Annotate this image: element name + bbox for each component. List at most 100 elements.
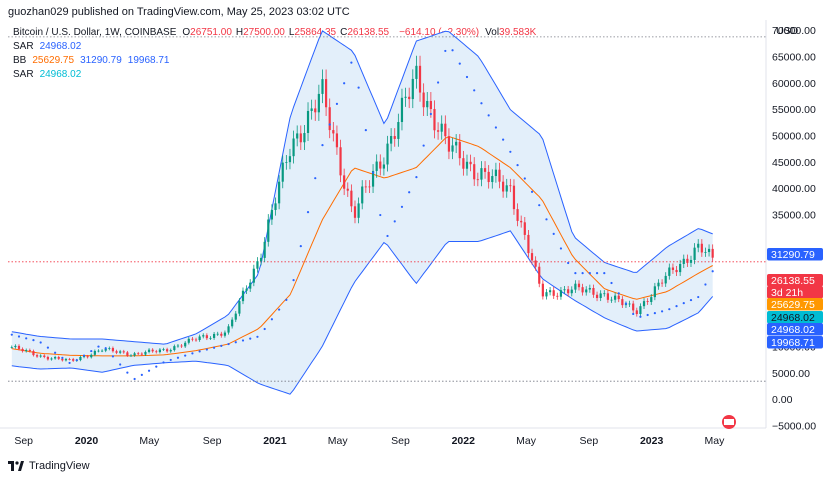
candle[interactable] (100, 349, 104, 353)
candle[interactable] (198, 334, 201, 342)
candle[interactable] (35, 353, 39, 358)
candle[interactable] (502, 175, 505, 198)
candle[interactable] (111, 346, 115, 353)
candle[interactable] (581, 283, 584, 296)
candle[interactable] (538, 262, 541, 288)
candle[interactable] (231, 317, 234, 329)
candle[interactable] (335, 125, 339, 155)
candle[interactable] (711, 244, 714, 262)
brand-name[interactable]: TradingView (29, 460, 90, 472)
indicator-sar-2[interactable]: SAR 24968.02 (13, 68, 536, 82)
candle[interactable] (451, 137, 454, 160)
candle[interactable] (296, 125, 299, 147)
candle[interactable] (462, 150, 465, 176)
candle[interactable] (505, 178, 508, 198)
candle[interactable] (292, 130, 295, 164)
candle[interactable] (90, 353, 93, 359)
candle[interactable] (346, 182, 349, 197)
candle[interactable] (682, 254, 685, 269)
candle[interactable] (158, 348, 161, 354)
candle[interactable] (371, 164, 375, 194)
candle[interactable] (21, 347, 24, 353)
candle[interactable] (642, 298, 646, 309)
candle[interactable] (563, 285, 566, 294)
candle[interactable] (595, 291, 599, 302)
candle[interactable] (133, 351, 136, 357)
candle[interactable] (545, 288, 548, 300)
candle[interactable] (520, 215, 523, 228)
candle[interactable] (570, 286, 573, 297)
candle[interactable] (368, 180, 371, 194)
candle[interactable] (465, 154, 469, 176)
candle[interactable] (252, 264, 255, 287)
candle[interactable] (411, 69, 414, 109)
candle[interactable] (552, 286, 555, 299)
candle[interactable] (245, 285, 248, 295)
candle[interactable] (162, 347, 165, 352)
candle[interactable] (512, 179, 516, 215)
candle[interactable] (97, 349, 100, 353)
candle[interactable] (140, 352, 143, 356)
candle[interactable] (220, 331, 223, 338)
candle[interactable] (635, 307, 638, 317)
candle[interactable] (306, 102, 310, 142)
candle[interactable] (516, 203, 519, 227)
candle[interactable] (72, 357, 75, 362)
candle[interactable] (577, 280, 581, 291)
candle[interactable] (523, 216, 526, 240)
candle[interactable] (400, 88, 404, 131)
candle[interactable] (28, 348, 31, 353)
candle[interactable] (426, 92, 429, 117)
candle[interactable] (129, 354, 133, 357)
candle[interactable] (147, 348, 151, 354)
candle[interactable] (194, 337, 198, 342)
candle[interactable] (415, 55, 418, 89)
candle[interactable] (393, 128, 396, 147)
candle[interactable] (122, 349, 125, 354)
candle[interactable] (621, 296, 624, 308)
candle[interactable] (238, 298, 241, 317)
candle[interactable] (274, 197, 277, 216)
candle[interactable] (646, 298, 649, 305)
candle[interactable] (469, 154, 472, 172)
candle[interactable] (46, 355, 49, 361)
candle[interactable] (32, 349, 35, 357)
candle[interactable] (707, 244, 711, 257)
candle[interactable] (270, 204, 273, 225)
candle[interactable] (184, 341, 187, 348)
candle[interactable] (664, 272, 667, 287)
candle[interactable] (491, 169, 494, 189)
candle[interactable] (386, 135, 389, 172)
candle[interactable] (418, 55, 422, 102)
candle[interactable] (458, 134, 461, 166)
candle[interactable] (176, 343, 180, 348)
candle[interactable] (137, 351, 140, 356)
candle[interactable] (155, 349, 158, 354)
candle[interactable] (169, 348, 172, 353)
candle[interactable] (361, 180, 364, 210)
candle[interactable] (534, 256, 537, 271)
candle[interactable] (422, 83, 425, 117)
candle[interactable] (39, 354, 42, 358)
candle[interactable] (668, 263, 671, 280)
candle[interactable] (151, 348, 154, 353)
candle[interactable] (660, 279, 664, 287)
candle[interactable] (353, 200, 357, 224)
candle[interactable] (483, 161, 487, 179)
price-chart[interactable]: 70000.00 65000.00 60000.00 55000.00 50000.00… (0, 20, 832, 456)
candle[interactable] (278, 175, 281, 210)
candle[interactable] (480, 161, 483, 187)
candle[interactable] (115, 349, 118, 355)
symbol-name[interactable]: Bitcoin / U.S. Dollar, 1W, COINBASE (13, 27, 177, 38)
candle[interactable] (267, 214, 270, 247)
candle[interactable] (614, 292, 617, 303)
candle[interactable] (216, 331, 219, 336)
candle[interactable] (166, 347, 169, 353)
candle[interactable] (339, 139, 342, 183)
candle[interactable] (657, 279, 660, 290)
candle[interactable] (444, 115, 447, 145)
candle[interactable] (64, 357, 68, 362)
candle[interactable] (364, 180, 367, 193)
candle[interactable] (50, 357, 53, 361)
candle[interactable] (191, 336, 194, 342)
